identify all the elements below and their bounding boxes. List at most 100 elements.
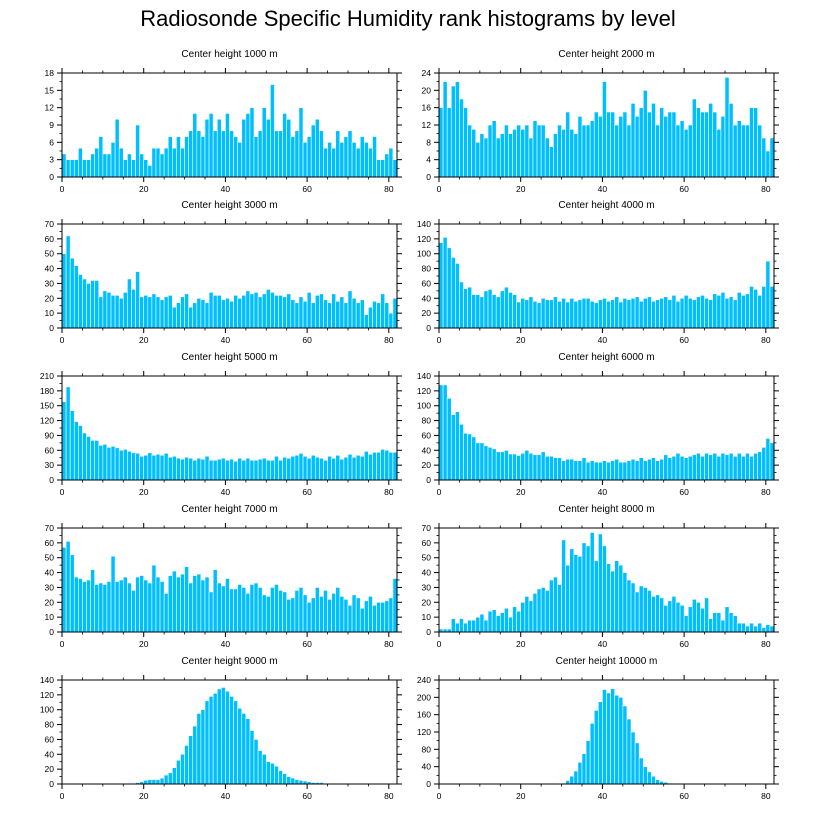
bar — [257, 750, 263, 785]
bar — [598, 299, 603, 329]
bar — [504, 449, 509, 481]
bar — [155, 296, 161, 329]
bar — [110, 446, 116, 481]
bar — [589, 723, 595, 785]
bar — [606, 300, 611, 329]
bar — [536, 124, 542, 178]
bar — [233, 700, 238, 785]
x-tick-label: 80 — [761, 487, 771, 497]
bar — [343, 302, 349, 329]
y-tick-label: 70 — [45, 219, 55, 229]
y-tick-label: 40 — [45, 568, 55, 578]
bar — [622, 111, 628, 178]
y-tick-label: 140 — [417, 371, 431, 381]
bar — [98, 445, 104, 481]
bar — [241, 713, 247, 785]
bar — [569, 297, 575, 329]
bar — [339, 296, 345, 329]
bar — [122, 576, 128, 633]
bar — [691, 454, 697, 481]
bar — [577, 460, 583, 481]
bar — [257, 130, 263, 178]
bar — [229, 696, 234, 785]
chart-panel-1: Center height 1000 m 0 20 40 60 80 0 3 6 9 12 15 18 — [45, 49, 402, 194]
bar — [73, 576, 79, 633]
x-tick-label: 20 — [139, 487, 149, 497]
bar — [753, 289, 758, 329]
bar — [184, 136, 189, 178]
bar — [65, 386, 71, 481]
bar — [131, 452, 136, 481]
bar — [573, 133, 579, 178]
bar — [110, 295, 116, 329]
bar — [155, 779, 161, 785]
y-tick-label: 30 — [422, 582, 432, 592]
bar — [745, 124, 750, 178]
bar — [565, 111, 571, 178]
bar — [384, 302, 390, 329]
bar — [573, 770, 579, 785]
bar — [106, 153, 112, 178]
x-tick-label: 60 — [302, 791, 312, 801]
bar — [265, 761, 271, 785]
y-tick-label: 18 — [45, 68, 55, 78]
y-tick-label: 24 — [422, 68, 432, 78]
bar — [94, 280, 100, 329]
bar — [200, 458, 206, 481]
bar — [585, 461, 591, 481]
bar — [278, 130, 283, 178]
bar — [147, 165, 153, 178]
bar — [364, 142, 369, 178]
bar — [200, 136, 206, 178]
bar — [65, 235, 71, 329]
bar — [450, 414, 456, 481]
bar — [757, 295, 763, 329]
bar — [306, 457, 312, 481]
bar — [151, 564, 157, 633]
bar — [114, 118, 120, 178]
bar — [261, 753, 267, 785]
bar — [606, 692, 611, 785]
bar — [683, 295, 689, 329]
bar — [106, 581, 112, 633]
x-tick-label: 80 — [384, 791, 394, 801]
bar — [732, 455, 738, 481]
bar — [208, 591, 214, 633]
bar — [286, 457, 292, 481]
bar — [139, 575, 145, 633]
bar — [508, 133, 513, 178]
bar — [630, 582, 636, 633]
bar — [553, 576, 558, 633]
bar — [479, 296, 485, 329]
bar — [569, 548, 575, 633]
bar — [302, 142, 308, 178]
bar — [663, 454, 669, 481]
bar — [561, 129, 566, 178]
y-tick-label: 4 — [426, 155, 431, 165]
x-tick-label: 80 — [384, 487, 394, 497]
bar — [380, 601, 386, 633]
bar — [647, 458, 652, 481]
bar — [700, 295, 705, 329]
x-tick-label: 20 — [139, 335, 149, 345]
x-tick-label: 40 — [221, 639, 231, 649]
bar — [696, 452, 701, 481]
bar — [561, 460, 566, 481]
bar — [540, 451, 546, 481]
bar — [700, 607, 705, 633]
bar — [388, 147, 394, 178]
bar — [483, 619, 489, 633]
bar — [274, 295, 279, 329]
bar — [544, 590, 550, 633]
bar — [225, 690, 230, 785]
bar — [765, 260, 771, 329]
bar — [127, 153, 132, 178]
bar — [368, 453, 373, 481]
bar — [581, 457, 587, 481]
y-tick-label: 40 — [422, 568, 432, 578]
bar — [589, 532, 595, 633]
bar — [127, 582, 132, 633]
chart-panel-8: Center height 8000 m 0 20 40 60 80 0 10 20 30 40 50… — [422, 504, 779, 649]
bar — [683, 615, 689, 633]
bar — [245, 457, 251, 481]
